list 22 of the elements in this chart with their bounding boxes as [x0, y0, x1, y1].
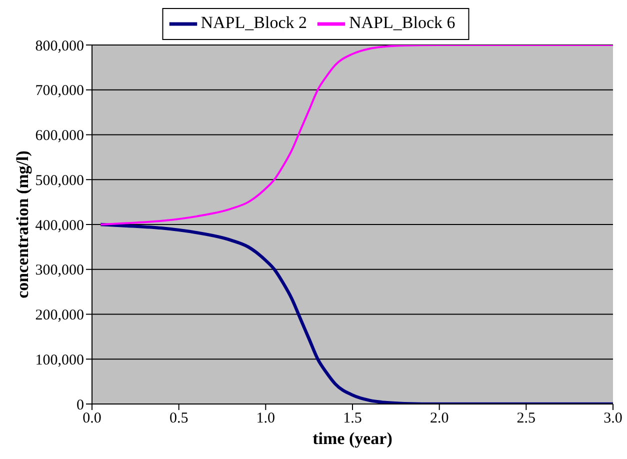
y-tick-label: 700,000 — [35, 83, 84, 100]
y-axis-title: concentration (mg/l) — [13, 150, 32, 298]
x-tick-label: 2.5 — [516, 410, 536, 427]
y-tick-label: 500,000 — [35, 172, 84, 189]
y-tick-label: 800,000 — [35, 38, 84, 54]
line-series — [100, 45, 613, 226]
y-tick-label: 0 — [76, 397, 84, 414]
x-tick-label: 3.0 — [604, 410, 622, 427]
legend-label: NAPL_Block 6 — [349, 12, 456, 32]
x-axis-title: time (year) — [312, 429, 392, 448]
x-tick-label: 2.0 — [430, 410, 449, 427]
y-tick-label: 300,000 — [35, 262, 84, 279]
line-series — [99, 222, 613, 404]
x-tick-label: 0.5 — [169, 410, 188, 427]
legend-label: NAPL_Block 2 — [200, 12, 307, 32]
x-tick-label: 1.0 — [256, 410, 276, 427]
y-tick-label: 400,000 — [35, 218, 84, 234]
x-tick-label: 1.5 — [343, 410, 362, 427]
y-tick-label: 600,000 — [35, 128, 84, 144]
x-tick-label: 0.0 — [82, 410, 102, 427]
y-tick-label: 200,000 — [35, 308, 84, 324]
y-tick-label: 100,000 — [35, 352, 84, 368]
